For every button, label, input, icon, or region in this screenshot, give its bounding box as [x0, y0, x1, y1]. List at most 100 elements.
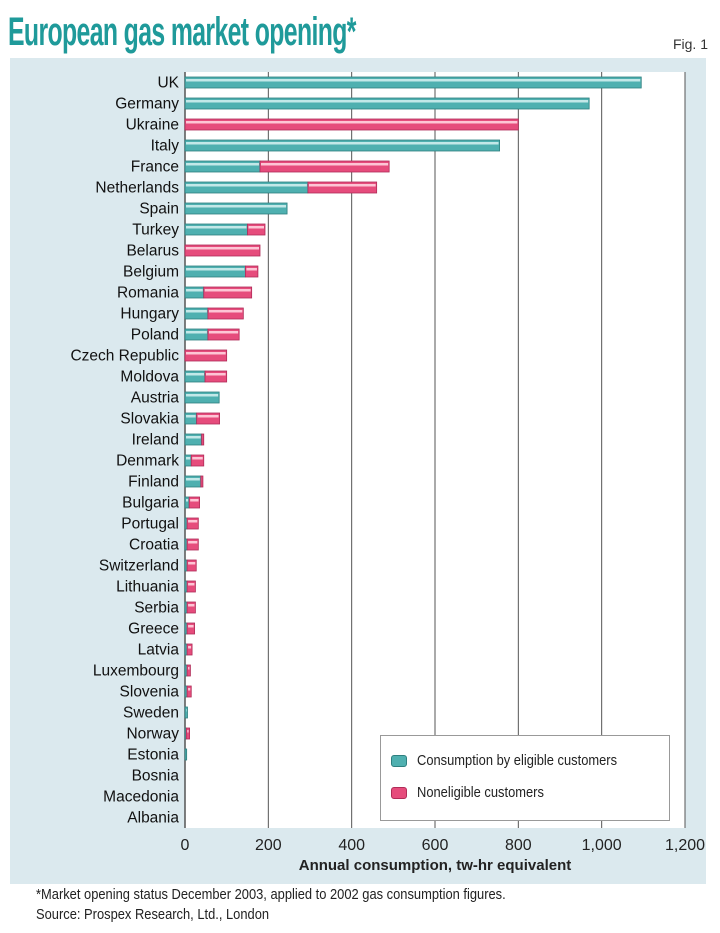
bar-noneligible-highlight: [188, 520, 198, 523]
bar-eligible-highlight: [186, 142, 499, 145]
bar-eligible-highlight: [186, 436, 201, 439]
bar-chart: 0 200 400 600 800 1,000 1,200 Annual consumptio…: [70, 72, 705, 874]
source-note: Source: Prospex Research, Ltd., London: [36, 906, 270, 923]
bar-noneligible-highlight: [208, 310, 243, 313]
bar-noneligible-highlight: [248, 226, 264, 229]
bar-eligible-highlight: [186, 331, 207, 334]
bar-noneligible-highlight: [308, 184, 376, 187]
bar-eligible: [184, 748, 188, 761]
bar-noneligible: [307, 181, 378, 194]
category-label: Hungary: [120, 306, 179, 323]
bar-noneligible-highlight: [208, 331, 239, 334]
bar-eligible-highlight: [186, 79, 641, 82]
category-label: Slovakia: [120, 411, 179, 428]
category-label: UK: [157, 75, 179, 92]
bar-eligible-highlight: [186, 163, 259, 166]
category-label: Italy: [151, 138, 180, 155]
bar-noneligible-highlight: [192, 457, 203, 460]
bar-eligible: [184, 139, 500, 152]
x-tick-label: 1,200: [665, 837, 705, 854]
category-label: Croatia: [129, 537, 179, 554]
category-label: Lithuania: [116, 579, 179, 596]
bar-noneligible: [185, 727, 190, 740]
category-label: Albania: [127, 810, 179, 827]
category-label: Austria: [131, 390, 180, 407]
category-label: Spain: [139, 201, 179, 218]
category-label: Slovenia: [120, 684, 180, 701]
bar-noneligible: [186, 559, 197, 572]
bar-noneligible: [186, 580, 196, 593]
legend-swatch-eligible: [391, 754, 407, 767]
bar-noneligible: [245, 265, 259, 278]
bar-noneligible: [186, 517, 199, 530]
category-label: Serbia: [134, 600, 179, 617]
category-label: Latvia: [138, 642, 180, 659]
bar-noneligible-highlight: [187, 730, 189, 733]
category-label: Moldova: [120, 369, 179, 386]
bar-eligible-highlight: [186, 373, 204, 376]
x-tick-label: 400: [338, 837, 365, 854]
bar-eligible-highlight: [186, 457, 191, 460]
bar-eligible: [184, 307, 209, 320]
bar-eligible: [184, 286, 205, 299]
bar-noneligible: [207, 328, 240, 341]
bar-eligible: [184, 454, 192, 467]
bar-eligible: [184, 160, 261, 173]
bar-noneligible: [196, 412, 220, 425]
bar-noneligible: [186, 538, 199, 551]
bar-noneligible-highlight: [204, 289, 251, 292]
legend-label-noneligible: Noneligible customers: [417, 784, 544, 801]
category-label: Ireland: [132, 432, 179, 449]
bar-eligible: [184, 706, 188, 719]
legend-swatch-noneligible: [391, 786, 407, 799]
category-label: Ukraine: [126, 117, 179, 134]
bar-eligible-highlight: [186, 205, 287, 208]
bar-noneligible-highlight: [186, 121, 518, 124]
bar-eligible-highlight: [186, 310, 207, 313]
category-label: Finland: [128, 474, 179, 491]
bar-noneligible: [184, 244, 261, 257]
bar-noneligible-highlight: [188, 625, 194, 628]
bar-noneligible: [190, 454, 205, 467]
bar-noneligible: [186, 664, 191, 677]
bar-noneligible-highlight: [188, 646, 192, 649]
category-label: Sweden: [123, 705, 179, 722]
category-label: Switzerland: [99, 558, 179, 575]
bar-noneligible: [188, 496, 200, 509]
bar-noneligible: [184, 118, 519, 131]
bar-noneligible-highlight: [188, 667, 190, 670]
figure-label: Fig. 1: [672, 36, 708, 52]
category-label: Belgium: [123, 264, 179, 281]
category-label: Greece: [128, 621, 179, 638]
category-label: Poland: [131, 327, 179, 344]
bar-eligible: [184, 223, 248, 236]
category-label: Luxembourg: [93, 663, 179, 680]
bar-eligible: [184, 202, 288, 215]
legend: Consumption by eligible customers Noneli…: [380, 735, 670, 821]
x-tick-label: 800: [505, 837, 532, 854]
bar-eligible-highlight: [186, 226, 247, 229]
bar-noneligible: [203, 286, 253, 299]
bar-noneligible-highlight: [246, 268, 257, 271]
category-label: Netherlands: [95, 180, 179, 197]
bar-eligible: [184, 328, 209, 341]
category-label: Romania: [117, 285, 179, 302]
bar-noneligible-highlight: [206, 373, 226, 376]
bar-eligible: [184, 181, 309, 194]
bar-noneligible: [186, 601, 196, 614]
bar-eligible-highlight: [186, 184, 307, 187]
bar-eligible-highlight: [186, 709, 187, 712]
bar-eligible-highlight: [186, 478, 200, 481]
x-tick-label: 0: [181, 837, 190, 854]
legend-label-eligible: Consumption by eligible customers: [417, 752, 618, 769]
bar-noneligible: [186, 685, 192, 698]
category-label: Bulgaria: [122, 495, 179, 512]
x-tick-label: 600: [422, 837, 449, 854]
bar-noneligible: [186, 643, 193, 656]
bar-noneligible-highlight: [186, 247, 259, 250]
bar-noneligible-highlight: [197, 415, 219, 418]
legend-item-eligible: Consumption by eligible customers: [391, 752, 650, 769]
bar-eligible: [184, 496, 190, 509]
category-label: Czech Republic: [70, 348, 179, 365]
bar-eligible-highlight: [186, 415, 196, 418]
